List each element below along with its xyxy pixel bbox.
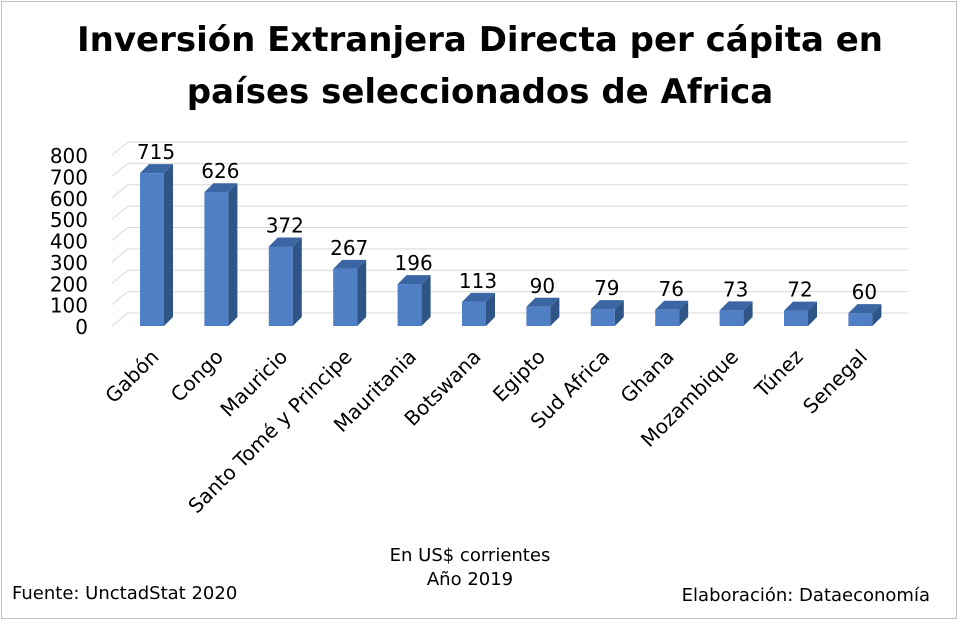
bar-top	[526, 297, 560, 307]
y-tick-label: 300	[50, 251, 88, 275]
units-line-1: En US$ corrientes	[389, 545, 551, 566]
gridline	[111, 162, 908, 177]
bar-front	[397, 284, 422, 326]
data-labels: 715 626 372 267 196 113 90 79 76 73 72 60	[137, 140, 877, 304]
gridline	[111, 205, 908, 220]
gridline	[111, 184, 908, 199]
units-line-2: Año 2019	[426, 569, 514, 590]
bar-front	[526, 306, 551, 326]
data-label: 715	[137, 140, 175, 164]
bar	[655, 300, 689, 326]
chart-title: Inversión Extranjera Directa per cápita …	[0, 14, 960, 118]
bar-front	[784, 310, 808, 326]
bar-side	[808, 301, 817, 326]
data-label: 372	[266, 213, 304, 237]
x-tick-label: Ghana	[616, 345, 679, 408]
bar-front	[140, 173, 164, 326]
title-line-2: países seleccionados de Africa	[186, 72, 774, 112]
bar-side	[357, 259, 367, 326]
bar-side	[292, 237, 302, 326]
data-label: 626	[201, 159, 239, 183]
data-label: 79	[594, 276, 619, 300]
bar-side	[421, 275, 431, 326]
y-tick-label: 500	[50, 208, 88, 232]
source-note: Fuente: UnctadStat 2020	[12, 583, 238, 604]
bar	[462, 292, 495, 326]
bar-top	[140, 164, 173, 174]
bar-front	[268, 246, 293, 326]
bar-top	[848, 304, 882, 314]
credit-note: Elaboración: Dataeconomía	[681, 585, 930, 606]
gridline	[111, 248, 908, 263]
x-tick-label: Congo	[166, 345, 228, 407]
bar	[204, 183, 238, 326]
bar-front	[590, 309, 615, 326]
title-line-1: Inversión Extranjera Directa per cápita …	[76, 20, 883, 60]
y-tick-label: 800	[50, 144, 88, 168]
y-tick-label: 400	[50, 230, 88, 254]
bar-top	[784, 301, 817, 311]
bar-top	[397, 275, 431, 285]
x-tick-label: Egipto	[488, 345, 550, 407]
bar-side	[164, 164, 173, 326]
gridline	[111, 269, 908, 284]
bar-top	[268, 237, 302, 247]
y-tick-label: 600	[50, 187, 88, 211]
gridline	[111, 227, 908, 241]
bar	[590, 300, 624, 326]
bar-side	[550, 297, 560, 326]
bar-side	[486, 292, 495, 326]
bar-side	[872, 304, 882, 326]
bar-front	[333, 268, 358, 326]
bar	[526, 297, 560, 326]
gridline	[111, 141, 908, 156]
bars	[140, 164, 882, 326]
bar	[268, 237, 302, 326]
data-label: 60	[852, 280, 877, 304]
x-tick-label: Gabón	[100, 345, 163, 408]
x-tick-label: Túnez	[749, 345, 807, 403]
bar-front	[204, 192, 229, 326]
bar-top	[333, 259, 367, 269]
data-label: 73	[723, 277, 748, 301]
bar-top	[204, 183, 238, 193]
bar	[719, 301, 753, 326]
bar-front	[655, 309, 680, 326]
data-label: 90	[530, 274, 555, 298]
bar-side	[228, 183, 238, 326]
bar-top	[590, 300, 624, 310]
bar	[333, 259, 367, 326]
bar-side	[679, 300, 689, 326]
gridline	[111, 312, 908, 327]
units-note: En US$ corrientes Año 2019	[340, 544, 600, 592]
y-tick-label: 0	[75, 315, 88, 339]
data-label: 76	[658, 277, 683, 301]
bar	[140, 164, 173, 326]
bar-top	[462, 292, 495, 302]
data-label: 72	[787, 278, 812, 302]
bar	[397, 275, 431, 326]
data-label: 196	[395, 251, 433, 275]
bar-top	[655, 300, 689, 310]
bar-front	[848, 313, 873, 326]
bar-side	[614, 300, 624, 326]
bar-front	[719, 310, 744, 326]
bar-top	[719, 301, 753, 311]
gridline	[111, 291, 908, 306]
y-tick-label: 200	[50, 272, 88, 296]
data-label: 113	[459, 269, 497, 293]
bar-front	[462, 301, 486, 326]
y-tick-label: 100	[50, 294, 88, 318]
data-label: 267	[330, 236, 368, 260]
x-tick-label: Senegal	[798, 345, 872, 419]
y-tick-label: 700	[50, 165, 88, 189]
bar	[784, 301, 817, 326]
bar-side	[743, 301, 753, 326]
gridlines	[111, 141, 908, 327]
bar	[848, 304, 882, 326]
